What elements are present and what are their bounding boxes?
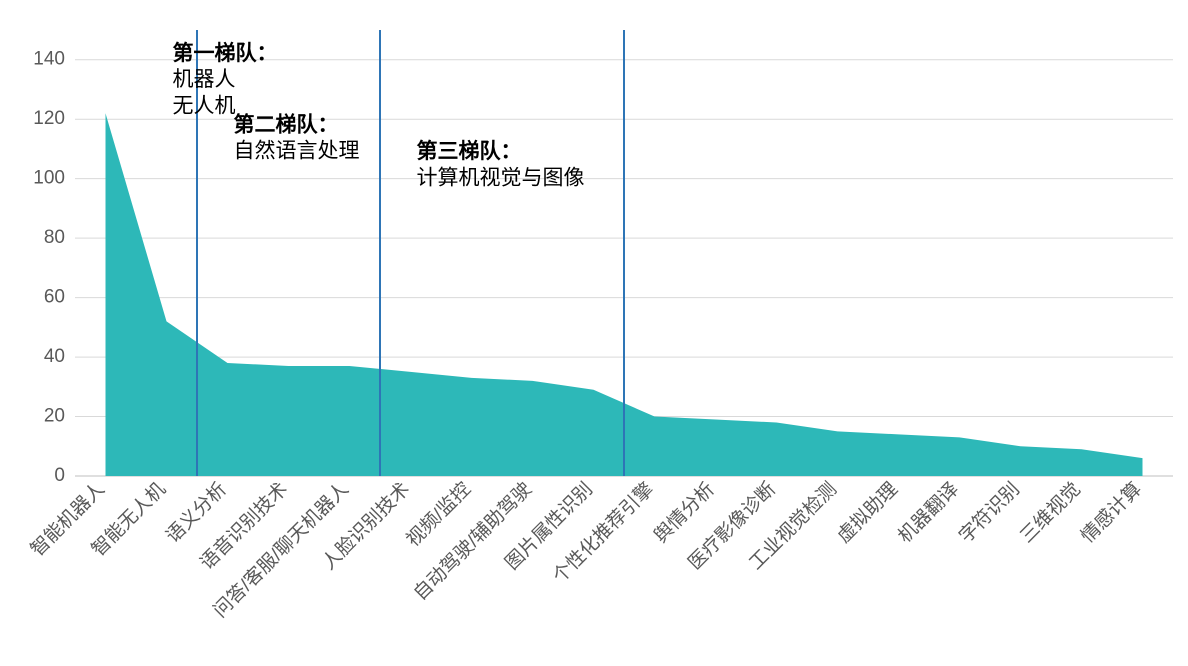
- y-tick-label: 100: [33, 168, 65, 189]
- y-tick-label: 40: [44, 346, 65, 367]
- tier-annotation-title: 第三梯队：: [417, 139, 522, 163]
- y-tick-label: 120: [33, 108, 65, 129]
- tier-annotation-line: 自然语言处理: [234, 140, 360, 163]
- tier-annotation: 第二梯队： 自然语言处理: [234, 112, 360, 162]
- tier-annotation-line: 无人机: [173, 94, 236, 117]
- tier-annotation-line: 机器人: [173, 68, 236, 91]
- x-tick-label: 情感计算: [1077, 478, 1146, 547]
- x-tick-label: 机器翻译: [894, 478, 963, 547]
- y-tick-label: 0: [54, 465, 65, 486]
- tier-annotation-title: 第一梯队：: [173, 41, 278, 65]
- y-tick-label: 20: [44, 406, 65, 427]
- area-chart: 020406080100120140智能机器人智能无人机语义分析语音识别技术问答…: [0, 0, 1188, 666]
- y-tick-label: 140: [33, 49, 65, 70]
- x-tick-label: 虚拟助理: [833, 478, 902, 547]
- y-tick-label: 80: [44, 227, 65, 248]
- tier-annotation-title: 第二梯队：: [234, 112, 339, 136]
- y-tick-label: 60: [44, 287, 65, 308]
- x-tick-label: 三维视觉: [1016, 478, 1085, 547]
- tier-annotation: 第一梯队： 机器人无人机: [173, 41, 278, 118]
- x-tick-label: 自动驾驶/辅助驾驶: [409, 478, 536, 605]
- x-tick-label: 字符识别: [955, 478, 1024, 547]
- tier-annotation-line: 计算机视觉与图像: [417, 166, 585, 189]
- tier-annotation: 第三梯队： 计算机视觉与图像: [417, 139, 585, 189]
- x-tick-label: 个性化推荐引擎: [548, 478, 658, 588]
